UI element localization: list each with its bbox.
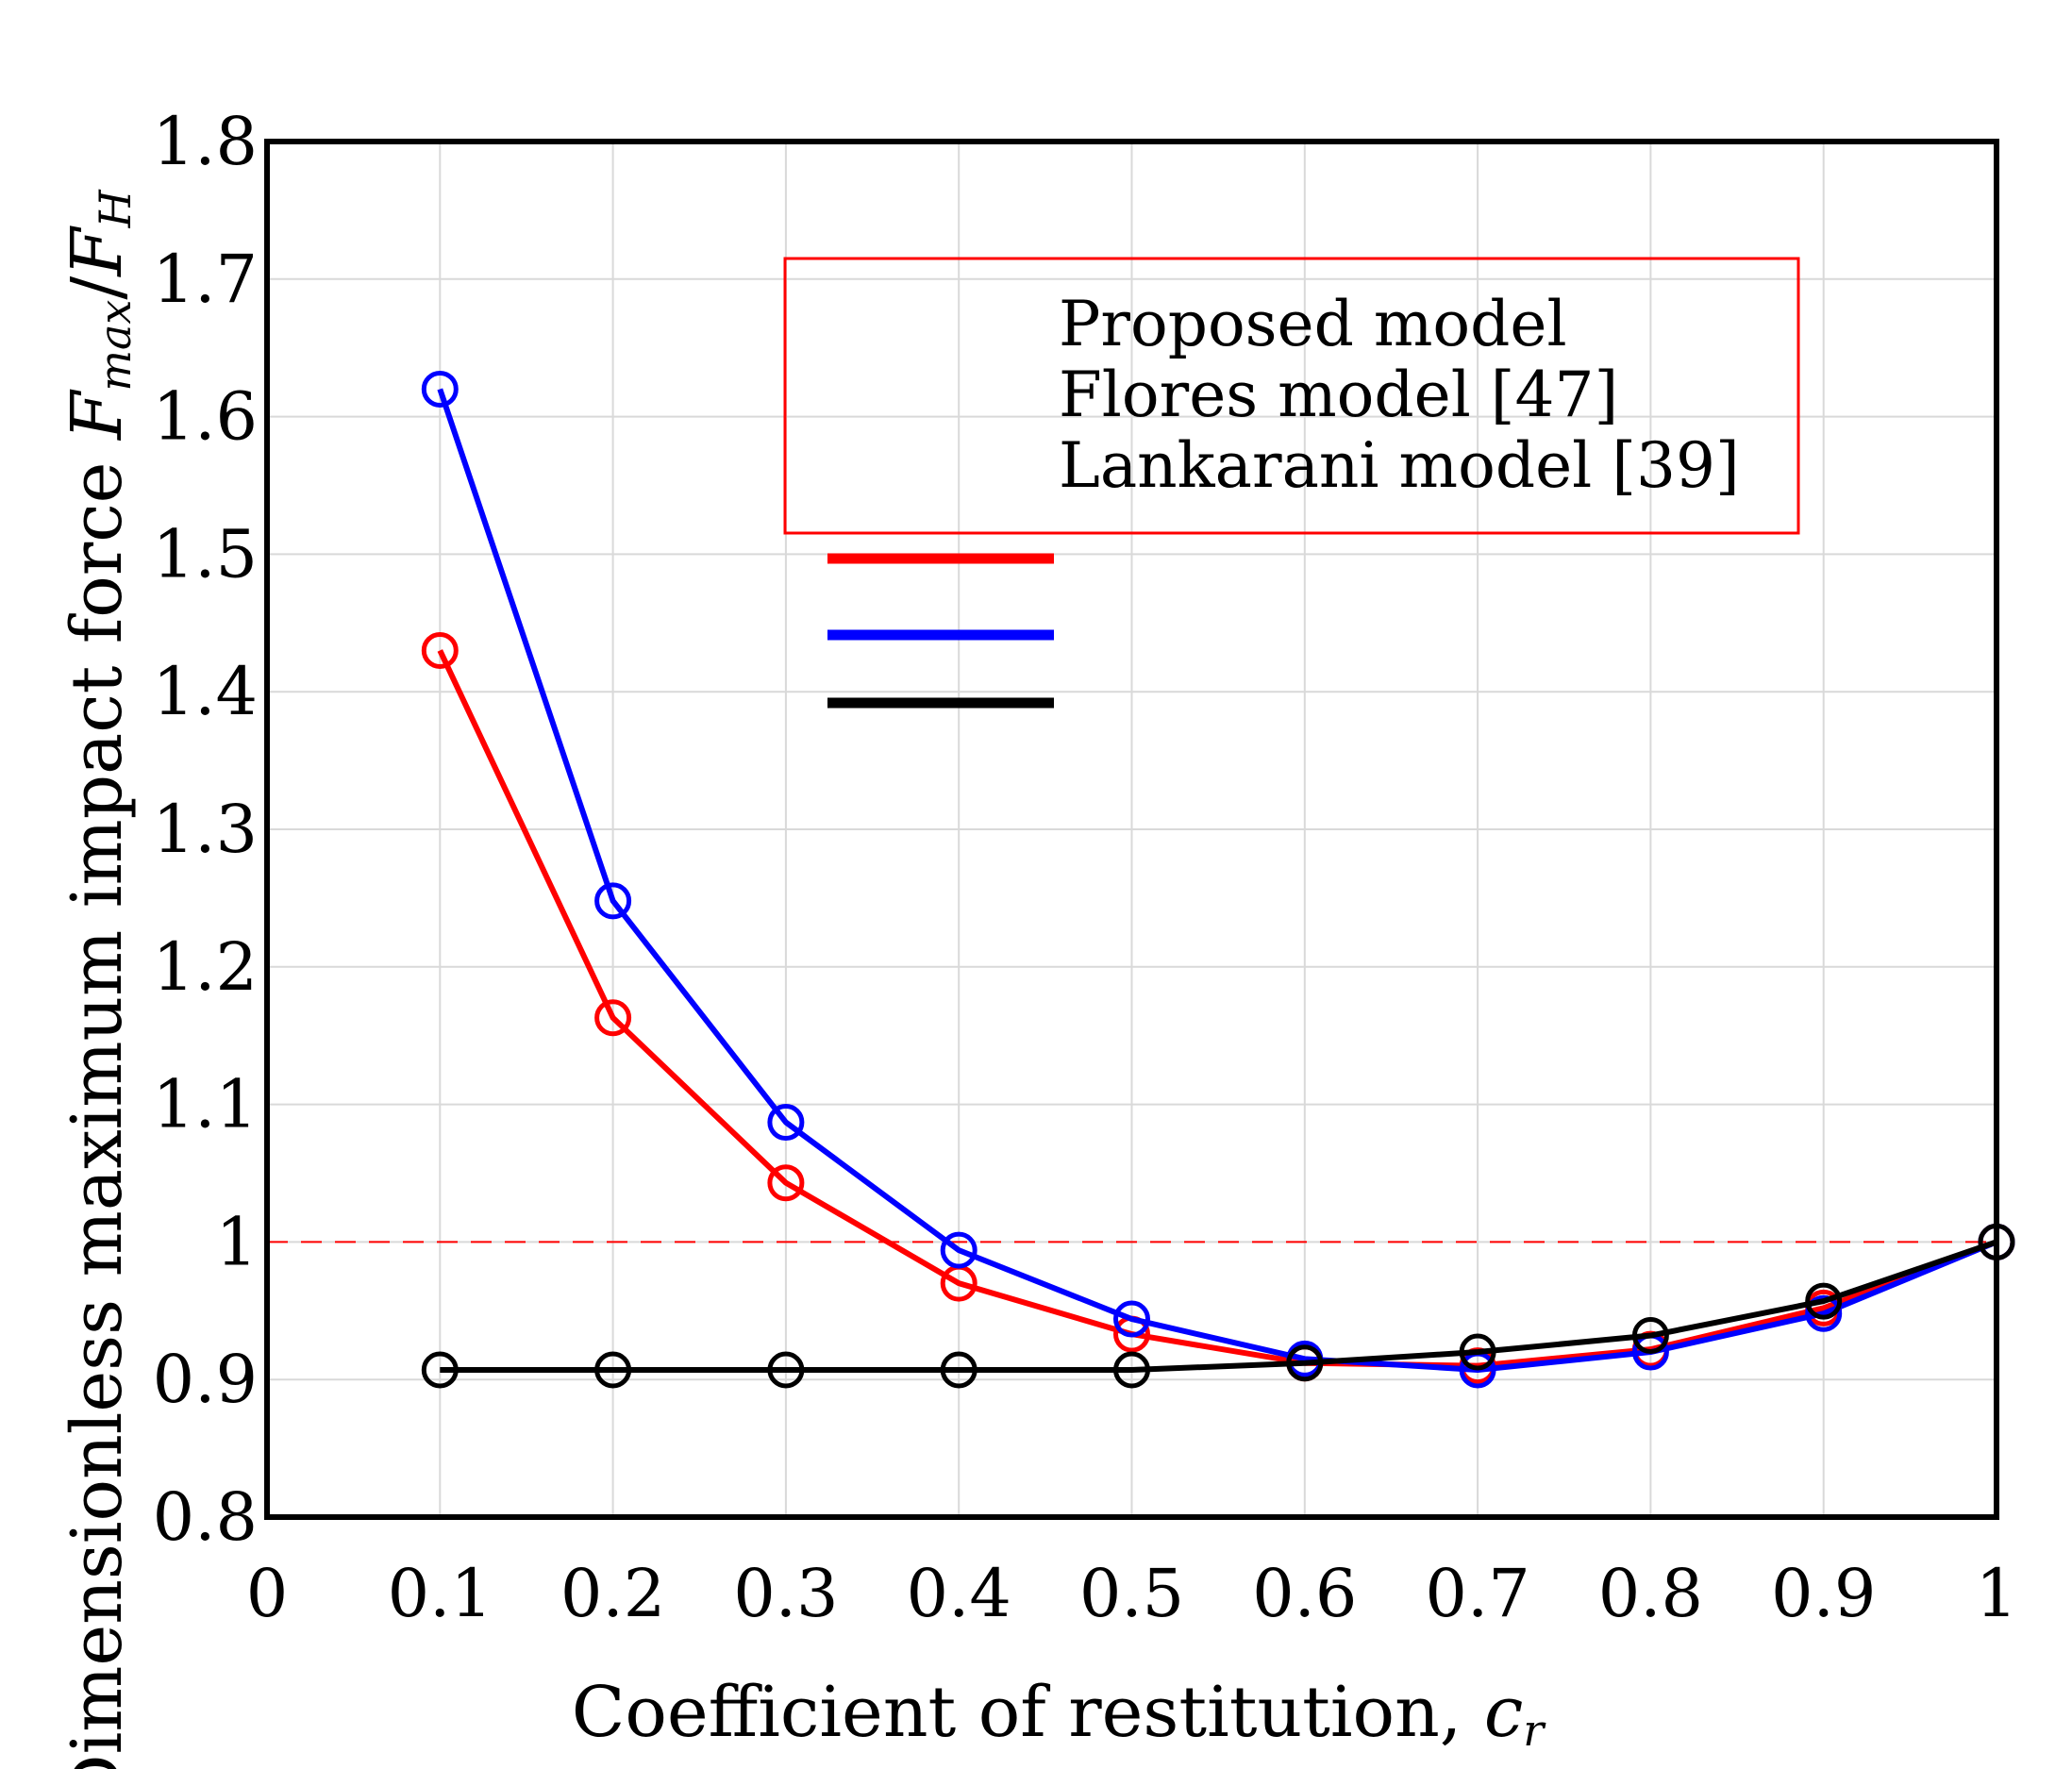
x-tick-label: 0.8 xyxy=(1598,1555,1703,1632)
data-point-0 xyxy=(594,999,632,1037)
y-tick-label: 1.6 xyxy=(153,378,258,456)
data-point-0 xyxy=(767,1164,805,1202)
data-point-2 xyxy=(1459,1333,1496,1371)
data-point-0 xyxy=(421,631,459,669)
data-point-1 xyxy=(1113,1300,1150,1338)
y-tick-label: 0.9 xyxy=(153,1341,258,1418)
data-point-1 xyxy=(594,882,632,920)
data-point-2 xyxy=(594,1351,632,1389)
y-tick-label: 1.2 xyxy=(153,928,258,1006)
y-tick-label: 1.8 xyxy=(153,103,258,180)
x-tick-label: 0.7 xyxy=(1425,1555,1529,1632)
data-point-2 xyxy=(421,1351,459,1389)
x-tick-label: 0.4 xyxy=(907,1555,1011,1632)
y-tick-label: 1.4 xyxy=(153,653,258,730)
series-line-0 xyxy=(437,649,1998,1369)
data-point-1 xyxy=(421,370,459,408)
x-tick-label: 0 xyxy=(246,1555,289,1632)
data-point-2 xyxy=(1631,1317,1669,1355)
x-axis-ticks: 0 0.1 0.2 0.3 0.4 0.5 0.6 0.7 0.8 0.9 1 xyxy=(246,1555,2018,1632)
x-axis-title: Coefficient of restitution, cr xyxy=(572,1672,1547,1756)
y-axis-ticks: 0.8 0.9 1 1.1 1.2 1.3 1.4 1.5 1.6 1.7 1.8 xyxy=(153,103,258,1556)
data-point-2 xyxy=(1286,1344,1324,1382)
data-point-1 xyxy=(940,1231,978,1269)
data-point-2 xyxy=(767,1351,805,1389)
data-point-2 xyxy=(1805,1282,1843,1320)
legend-label-flores: Flores model [47] xyxy=(1059,359,1618,431)
data-point-1 xyxy=(767,1104,805,1142)
x-tick-label: 0.5 xyxy=(1079,1555,1184,1632)
plot-area-frame xyxy=(264,139,1999,1520)
y-tick-label: 1 xyxy=(215,1203,258,1280)
y-tick-label: 1.7 xyxy=(153,241,258,318)
legend-box xyxy=(783,257,1800,535)
x-tick-label: 0.6 xyxy=(1252,1555,1357,1632)
x-tick-label: 0.3 xyxy=(733,1555,838,1632)
series-line-2 xyxy=(440,1239,1997,1373)
series-line-1 xyxy=(437,388,1998,1373)
x-tick-label: 0.9 xyxy=(1771,1555,1876,1632)
data-point-2 xyxy=(1113,1351,1150,1389)
data-point-1 xyxy=(1805,1294,1843,1332)
x-tick-label: 0.1 xyxy=(388,1555,493,1632)
y-axis-title: Dimensionless maximum impact force Fmax/… xyxy=(57,189,141,1769)
y-tick-label: 1.3 xyxy=(153,791,258,868)
y-tick-label: 1.5 xyxy=(153,515,258,592)
y-tick-label: 1.1 xyxy=(153,1066,258,1143)
y-tick-label: 0.8 xyxy=(153,1478,258,1556)
series-layer xyxy=(421,370,2015,1389)
legend: Proposed model Flores model [47] Lankara… xyxy=(783,257,1800,709)
data-point-2 xyxy=(940,1351,978,1389)
legend-label-proposed: Proposed model xyxy=(1059,288,1567,360)
legend-label-lankarani: Lankarani model [39] xyxy=(1059,429,1740,502)
x-tick-label: 0.2 xyxy=(560,1555,665,1632)
x-tick-label: 1 xyxy=(1976,1555,2018,1632)
